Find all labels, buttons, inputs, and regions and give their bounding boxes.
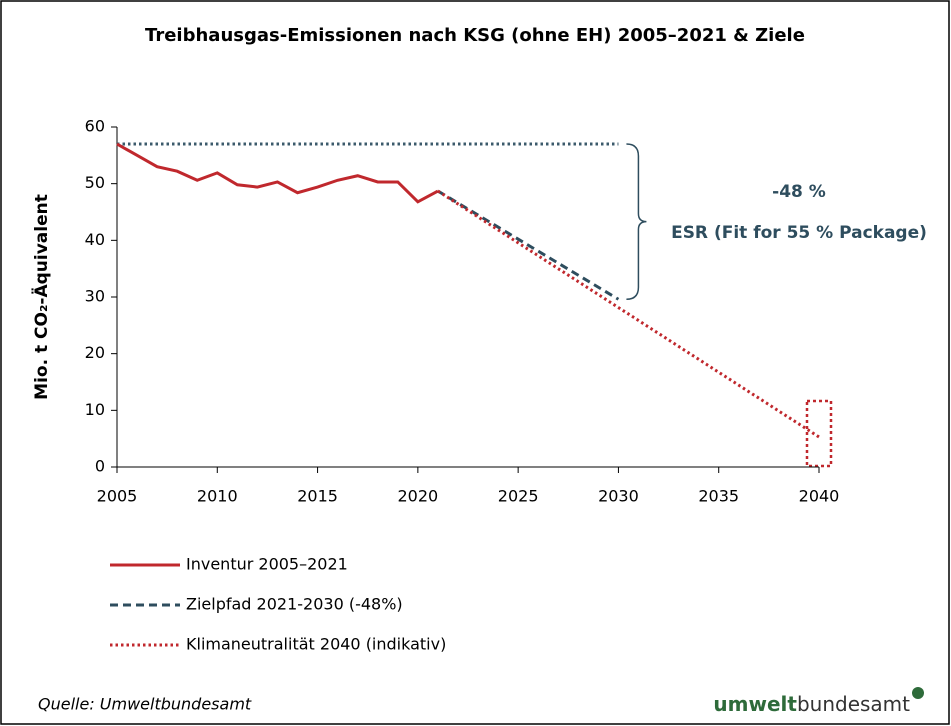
highlight-box <box>805 399 833 468</box>
annotation: -48 % <box>772 182 826 202</box>
x-tick-label: 2030 <box>598 487 639 506</box>
x-tick-label: 2015 <box>297 487 338 506</box>
logo-mark <box>912 687 924 699</box>
logo-rest: bundesamt <box>797 692 910 716</box>
x-tick-label: 2010 <box>197 487 238 506</box>
y-tick-label: 20 <box>85 343 105 362</box>
x-tick-label: 2005 <box>97 487 138 506</box>
y-tick-label: 10 <box>85 400 105 419</box>
line-series <box>116 142 439 204</box>
logo-bold: umwelt <box>713 692 797 716</box>
y-tick-label: 50 <box>85 173 105 192</box>
chart-title: Treibhausgas-Emissionen nach KSG (ohne E… <box>145 25 805 46</box>
line-series <box>437 189 820 439</box>
legend-label: Inventur 2005–2021 <box>186 555 348 574</box>
line-series <box>437 189 620 301</box>
x-tick-label: 2025 <box>498 487 539 506</box>
y-axis-label: Mio. t CO₂-Äquivalent <box>30 194 52 400</box>
x-tick-label: 2040 <box>799 487 840 506</box>
y-tick-label: 40 <box>85 230 105 249</box>
legend-label: Klimaneutralität 2040 (indikativ) <box>186 635 446 654</box>
y-tick-label: 30 <box>85 287 105 306</box>
x-tick-label: 2020 <box>397 487 438 506</box>
y-tick-label: 0 <box>95 457 105 476</box>
annotation: ESR (Fit for 55 % Package) <box>671 223 927 243</box>
logo: umweltbundesamt <box>713 692 910 716</box>
x-tick-label: 2035 <box>698 487 739 506</box>
legend-label: Zielpfad 2021-2030 (-48%) <box>186 595 403 614</box>
y-tick-label: 60 <box>85 117 105 136</box>
source: Quelle: Umweltbundesamt <box>38 695 252 714</box>
